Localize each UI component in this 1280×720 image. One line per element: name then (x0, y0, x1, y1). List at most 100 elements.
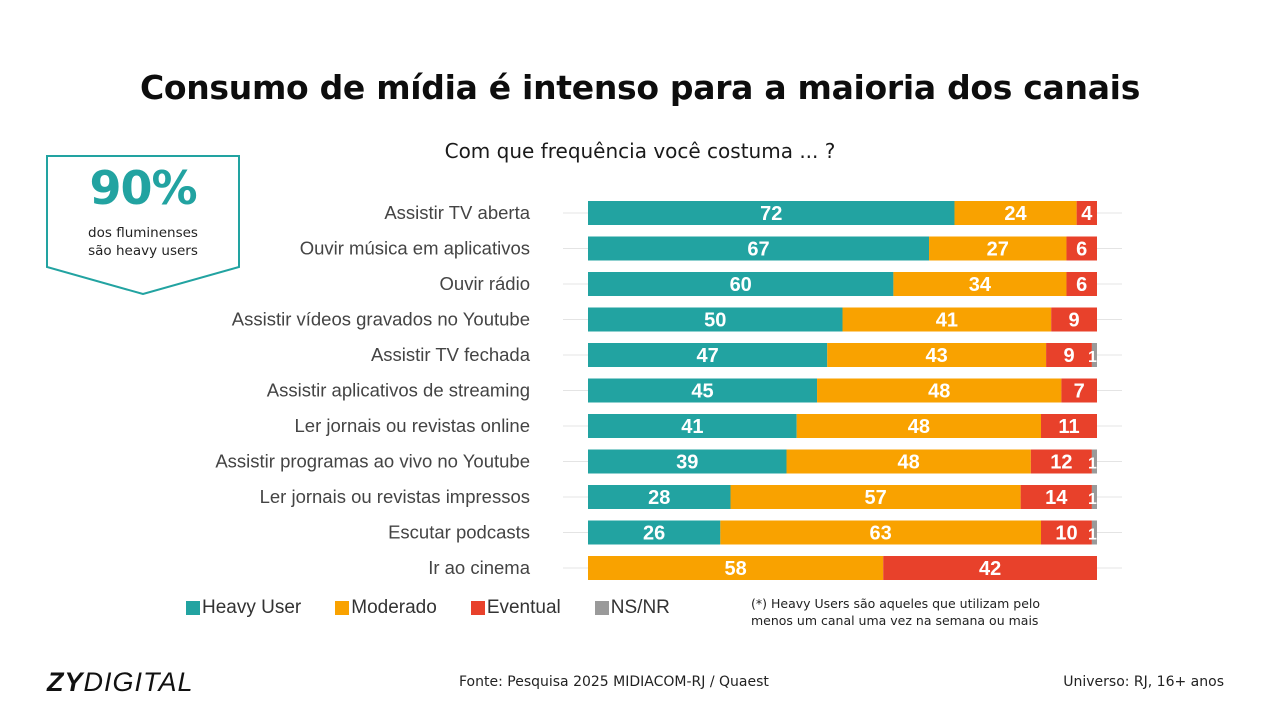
data-label: 28 (648, 487, 670, 509)
bar-segment-moderado (730, 485, 1021, 509)
data-label: 27 (987, 239, 1009, 261)
category-label: Assistir programas ao vivo no Youtube (215, 451, 530, 472)
logo-light-part: DIGITAL (83, 667, 194, 697)
bar-row: Assistir programas ao vivo no Youtube 39 4… (215, 449, 1122, 474)
data-label: 14 (1045, 487, 1068, 509)
bar-row: Assistir aplicativos de streaming 45 48 7 (267, 378, 1122, 403)
data-label: 7 (1074, 381, 1085, 403)
bar-segment-ns-nr (1091, 449, 1097, 474)
data-label: 9 (1069, 310, 1080, 332)
legend-item-moderado: Moderado (335, 597, 437, 619)
legend-label: Moderado (351, 597, 437, 618)
data-label: 1 (1088, 527, 1097, 544)
bar-segment-moderado (842, 307, 1052, 332)
zydigital-logo: ZYDIGITAL (47, 667, 194, 698)
bar-segment-moderado (893, 272, 1067, 296)
data-label: 60 (730, 274, 752, 296)
category-label: Assistir TV fechada (371, 344, 531, 365)
data-label: 50 (704, 310, 726, 332)
legend-item-eventual: Eventual (470, 597, 561, 619)
data-label: 63 (870, 523, 892, 545)
bar-row: Assistir vídeos gravados no Youtube 50 41 9 (232, 307, 1122, 332)
data-label: 26 (643, 523, 665, 545)
data-label: 4 (1081, 203, 1093, 225)
bar-row: Ir ao cinema 58 42 (428, 556, 1122, 580)
bar-segment-ns-nr (1091, 520, 1097, 545)
badge-caption-line2: são heavy users (88, 243, 198, 259)
legend-label: Eventual (486, 597, 561, 618)
legend-swatch-heavy (186, 601, 200, 615)
bar-segment-heavy-user (588, 449, 787, 474)
badge-percentage: 90% (89, 161, 197, 215)
data-label: 34 (969, 274, 992, 296)
data-label: 6 (1076, 239, 1087, 261)
legend-item-nsnr: NS/NR (594, 597, 670, 619)
bar-segment-moderado (720, 520, 1042, 545)
data-label: 6 (1076, 274, 1087, 296)
bar-segment-eventual (1030, 449, 1092, 474)
data-label: 48 (898, 452, 920, 474)
bar-segment-eventual (883, 556, 1097, 580)
data-label: 9 (1063, 345, 1074, 367)
footnote-line2: menos um canal uma vez na semana ou mais (751, 613, 1039, 628)
bar-segment-heavy-user (588, 343, 828, 367)
bar-segment-moderado (929, 236, 1067, 261)
legend-item-heavy-user: Heavy User (186, 597, 301, 619)
data-label: 1 (1088, 456, 1097, 473)
data-label: 24 (1004, 203, 1027, 225)
bar-segment-eventual (1061, 378, 1097, 403)
data-label: 45 (691, 381, 713, 403)
bar-segment-moderado (796, 414, 1042, 438)
source-note: Fonte: Pesquisa 2025 MIDIACOM-RJ / Quaes… (459, 674, 769, 690)
category-label: Ler jornais ou revistas impressos (260, 486, 530, 507)
category-label: Escutar podcasts (388, 522, 530, 543)
legend-label: Heavy User (202, 597, 302, 618)
chart-legend: Heavy User Moderado Eventual NS/NR (186, 597, 704, 619)
category-label: Assistir aplicativos de streaming (267, 380, 530, 401)
data-label: 10 (1055, 523, 1077, 545)
footnote-line1: (*) Heavy Users são aqueles que utilizam… (751, 596, 1041, 611)
bar-row: Ouvir música em aplicativos 67 27 6 (300, 236, 1122, 261)
badge-caption-line1: dos fluminenses (88, 225, 198, 241)
bar-segment-heavy-user (588, 236, 930, 261)
bar-segment-ns-nr (1091, 485, 1097, 509)
bar-row: Assistir TV fechada 47 43 9 1 (371, 343, 1122, 367)
logo-bold-part: ZY (47, 667, 84, 697)
bar-segment-moderado (786, 449, 1031, 474)
data-label: 72 (760, 203, 782, 225)
data-label: 57 (864, 487, 886, 509)
data-label: 1 (1088, 491, 1097, 508)
legend-swatch-nsnr (594, 601, 609, 615)
bar-segment-moderado (954, 201, 1077, 225)
bar-segment-eventual (1020, 485, 1092, 509)
data-label: 1 (1088, 349, 1097, 366)
bar-segment-moderado (817, 378, 1062, 403)
bar-segment-heavy-user (588, 520, 721, 545)
data-label: 47 (696, 345, 718, 367)
page-title: Consumo de mídia é intenso para a maiori… (139, 68, 1141, 107)
bar-segment-moderado (588, 556, 884, 580)
data-label: 43 (926, 345, 948, 367)
data-label: 48 (928, 381, 950, 403)
bar-segment-moderado (827, 343, 1047, 367)
bar-segment-heavy-user (588, 485, 731, 509)
bar-row: Ler jornais ou revistas impressos 28 57 14 1 (260, 485, 1122, 509)
data-label: 39 (676, 452, 698, 474)
legend-swatch-eventual (470, 601, 485, 615)
data-label: 41 (936, 310, 958, 332)
category-label: Assistir TV aberta (384, 202, 530, 223)
bar-segment-eventual (1041, 414, 1097, 438)
category-label: Ouvir rádio (440, 273, 530, 294)
heavy-user-footnote: (*) Heavy Users são aqueles que utilizam… (751, 595, 1111, 629)
data-label: 42 (979, 558, 1001, 580)
bar-segment-eventual (1051, 307, 1097, 332)
universe-note: Universo: RJ, 16+ anos (1063, 674, 1224, 690)
heavy-users-badge: 90% dos fluminenses são heavy users (46, 155, 240, 295)
bar-segment-ns-nr (1091, 343, 1097, 367)
data-label: 67 (747, 239, 769, 261)
category-label: Ler jornais ou revistas online (295, 415, 531, 436)
bar-segment-heavy-user (588, 272, 894, 296)
data-label: 58 (724, 558, 746, 580)
bar-segment-eventual (1066, 236, 1097, 261)
bar-segment-heavy-user (588, 307, 843, 332)
